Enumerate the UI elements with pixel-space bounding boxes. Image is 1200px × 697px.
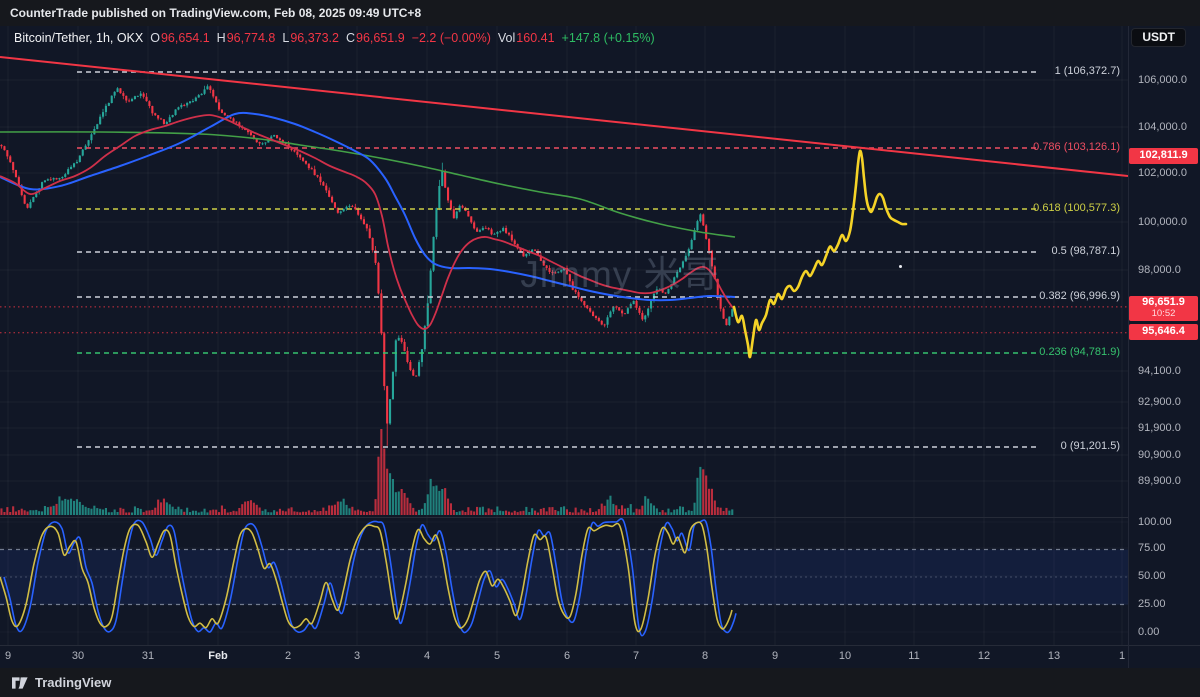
attribution-bar: CounterTrade published on TradingView.co… [0, 0, 1200, 26]
time-axis-label: 11 [908, 650, 920, 662]
price-axis-label: 98,000.0 [1138, 264, 1181, 276]
price-axis-label: 0.00 [1138, 626, 1160, 638]
price-axis-label: 75.00 [1138, 542, 1166, 554]
symbol-header: Bitcoin/Tether, 1h, OKX O 96,654.1 H 96,77… [14, 28, 655, 48]
bar-countdown: 10:52 [1151, 308, 1176, 319]
price-axis-label: 92,900.0 [1138, 396, 1181, 408]
price-axis-label: 94,100.0 [1138, 365, 1181, 377]
crosshair-dot [899, 265, 902, 268]
attribution-text: CounterTrade published on TradingView.co… [10, 6, 422, 20]
price-axis-label: 100,000.0 [1138, 216, 1187, 228]
fib-level-label[interactable]: 0.236 (94,781.9) [1039, 346, 1120, 358]
time-axis-label: 6 [563, 650, 571, 662]
tradingview-logo-icon[interactable] [12, 676, 28, 690]
time-axis-label: 5 [493, 650, 501, 662]
fib-level-label[interactable]: 1 (106,372.7) [1054, 65, 1120, 77]
tradingview-brand-text[interactable]: TradingView [35, 675, 112, 690]
symbol-title[interactable]: Bitcoin/Tether, 1h, OKX [14, 31, 144, 45]
time-axis-label: 4 [423, 650, 431, 662]
fib-level-label[interactable]: 0.5 (98,787.1) [1051, 245, 1121, 257]
price-axis-label: 106,000.0 [1138, 74, 1187, 86]
volume-value: Vol 160.41 [497, 31, 555, 45]
volume-change-value: +147.8 (+0.15%) [561, 31, 655, 45]
time-axis-label: 30 [71, 650, 85, 662]
price-axis-separator [1128, 26, 1129, 668]
time-axis-label: 10 [838, 650, 852, 662]
low-value: L 96,373.2 [282, 31, 339, 45]
change-value: −2.2 (−0.00%) [411, 31, 491, 45]
trendline-price-tag: 102,811.9 [1129, 148, 1198, 164]
close-value: C 96,651.9 [345, 31, 405, 45]
time-axis-label: 3 [353, 650, 361, 662]
high-value: H 96,774.8 [216, 31, 276, 45]
price-axis-label: 25.00 [1138, 598, 1166, 610]
price-axis-label: 102,000.0 [1138, 167, 1187, 179]
time-axis-label: 7 [632, 650, 640, 662]
time-axis-label: 9 [4, 650, 12, 662]
price-axis-label: 100.00 [1138, 516, 1172, 528]
time-axis-label: 8 [701, 650, 709, 662]
time-axis-label: 2 [284, 650, 292, 662]
time-axis-label: 12 [977, 650, 991, 662]
price-axis-label: 50.00 [1138, 570, 1166, 582]
fib-level-label[interactable]: 0 (91,201.5) [1060, 440, 1120, 452]
time-axis-label: 1 [1118, 650, 1126, 662]
chart-watermark: Jimmy 米哥 [520, 254, 720, 295]
fib-level-label[interactable]: 0.618 (100,577.3) [1033, 202, 1120, 214]
fib-level-label[interactable]: 0.382 (96,996.9) [1039, 290, 1120, 302]
open-value: O 96,654.1 [150, 31, 210, 45]
time-axis-label: 9 [771, 650, 779, 662]
secondary-price-tag: 95,646.4 [1129, 324, 1198, 340]
time-axis-label: 13 [1047, 650, 1061, 662]
currency-toggle-button[interactable]: USDT [1131, 28, 1186, 47]
footer-bar: TradingView [0, 668, 1200, 697]
price-axis-label: 104,000.0 [1138, 121, 1187, 133]
last-price-tag: 96,651.9 10:52 [1129, 296, 1198, 321]
price-axis-label: 91,900.0 [1138, 422, 1181, 434]
fib-level-label[interactable]: 0.786 (103,126.1) [1033, 141, 1120, 153]
time-axis-label: 31 [141, 650, 155, 662]
price-axis-label: 90,900.0 [1138, 449, 1181, 461]
time-axis-label: Feb [208, 650, 228, 662]
price-axis-label: 89,900.0 [1138, 475, 1181, 487]
